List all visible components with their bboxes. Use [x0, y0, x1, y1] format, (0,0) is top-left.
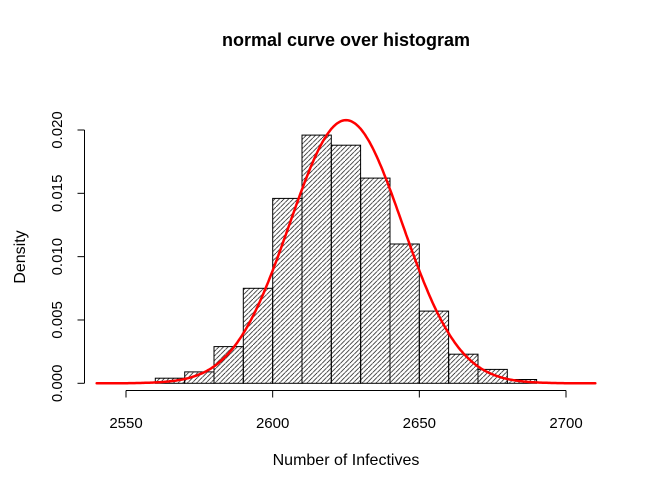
histogram-bar: [301, 134, 332, 384]
y-tick-label: 0.000: [49, 365, 66, 403]
normal-curve: [95, 118, 597, 385]
y-tick-label: 0.015: [49, 175, 66, 213]
x-axis-title: Number of Infectives: [272, 452, 420, 469]
y-tick-label: 0.020: [49, 111, 66, 149]
x-tick-label: 2600: [256, 415, 289, 432]
histogram-bars: [154, 134, 538, 384]
x-tick-label: 2650: [403, 415, 436, 432]
histogram-bar: [272, 197, 303, 384]
y-tick-label: 0.010: [49, 238, 66, 276]
y-axis: 0.000 0.005 0.010 0.015 0.020: [49, 111, 85, 402]
y-tick-label: 0.005: [49, 301, 66, 339]
histogram-bar: [360, 177, 391, 384]
histogram-bar: [389, 243, 420, 384]
histogram-bar: [448, 353, 479, 384]
x-axis: 2550 2600 2650 2700: [109, 390, 583, 432]
histogram-bar: [477, 368, 508, 384]
histogram-bar: [242, 287, 274, 384]
chart-title: normal curve over histogram: [221, 30, 471, 50]
histogram-bar: [330, 144, 362, 384]
histogram-bar: [418, 310, 450, 384]
x-tick-label: 2700: [549, 415, 582, 432]
y-axis-title: Density: [12, 230, 29, 284]
x-tick-label: 2550: [109, 415, 142, 432]
